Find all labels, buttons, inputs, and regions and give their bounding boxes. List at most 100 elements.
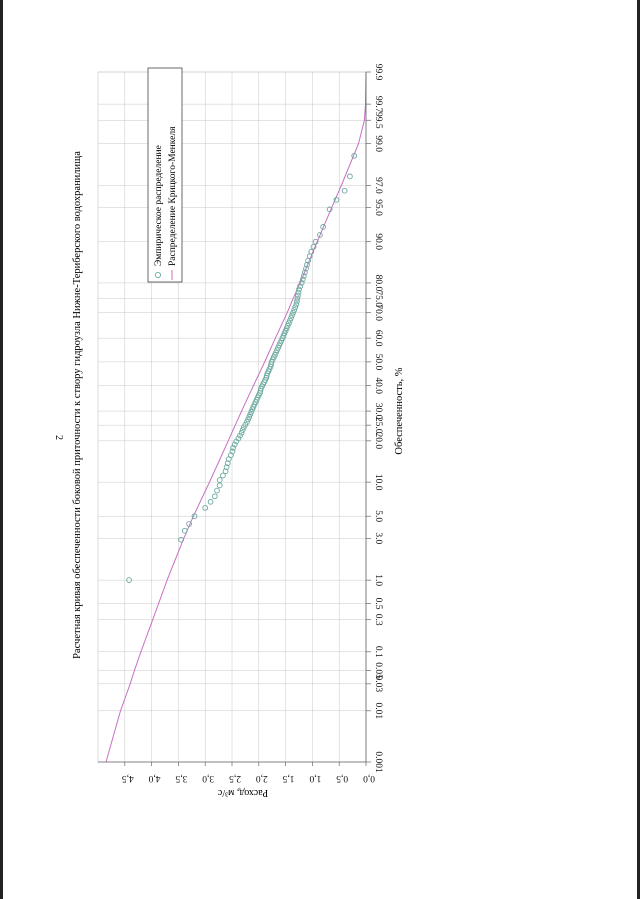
empirical-point <box>178 536 184 543</box>
y-axis-label: Расход, м³/с <box>217 787 268 798</box>
tick-label-probability: 0.01 <box>373 702 383 719</box>
tick-label-discharge: 4,5 <box>122 773 134 783</box>
empirical-point <box>297 283 303 290</box>
tick-label-discharge: 0,0 <box>363 773 375 783</box>
empirical-point <box>292 304 299 311</box>
empirical-point <box>291 307 298 313</box>
empirical-point <box>298 280 305 286</box>
tick-label-discharge: 1,5 <box>282 773 294 783</box>
tick-label-discharge: 1,0 <box>309 773 321 783</box>
empirical-point <box>186 521 192 527</box>
empirical-point <box>312 238 319 245</box>
empirical-point <box>211 493 218 500</box>
empirical-point <box>333 196 340 203</box>
empirical-point <box>285 320 292 327</box>
empirical-point <box>216 482 223 489</box>
tick-label-probability: 10.0 <box>373 474 383 491</box>
empirical-point <box>223 464 230 470</box>
empirical-point <box>294 298 300 305</box>
empirical-point <box>299 276 306 283</box>
legend-label-theoretical: Распределение Крицкого-Менкеля <box>168 126 178 266</box>
tick-label-probability: 20.0 <box>373 433 383 450</box>
tick-label-probability: 99.5 <box>373 112 383 129</box>
tick-label-probability: 0.3 <box>373 614 383 626</box>
theoretical-curve-layer <box>105 71 367 763</box>
empirical-point <box>126 577 132 583</box>
empirical-points-layer <box>126 152 358 583</box>
empirical-point <box>347 173 353 180</box>
empirical-point <box>296 286 302 293</box>
tick-label-probability: 0.05 <box>373 662 383 679</box>
tick-label-discharge: 3,0 <box>202 773 214 783</box>
tick-label-probability: 95.0 <box>373 199 383 216</box>
tick-label-probability: 50.0 <box>373 354 383 371</box>
empirical-point <box>300 273 307 279</box>
tick-label-probability: 0.03 <box>373 676 383 693</box>
empirical-point <box>303 265 309 272</box>
empirical-point <box>202 504 209 511</box>
empirical-point <box>290 309 296 316</box>
empirical-point <box>238 429 245 436</box>
tick-label-probability: 75.0 <box>373 290 383 307</box>
empirical-point <box>248 409 255 415</box>
empirical-point <box>237 432 243 439</box>
empirical-point <box>246 414 253 420</box>
tick-label-probability: 30.0 <box>373 403 383 420</box>
tick-label-probability: 99.9 <box>373 64 383 81</box>
empirical-point <box>304 261 310 268</box>
tick-label-probability: 1.0 <box>373 574 383 586</box>
empirical-point <box>244 419 250 425</box>
empirical-point <box>289 312 295 319</box>
empirical-point <box>310 243 317 250</box>
empirical-point <box>268 361 274 368</box>
empirical-point <box>295 289 302 296</box>
tick-label-discharge: 0,5 <box>336 773 348 783</box>
empirical-point <box>231 441 238 448</box>
empirical-point <box>320 224 326 230</box>
legend-box <box>147 67 183 283</box>
theoretical-curve-line <box>105 71 367 763</box>
empirical-point <box>191 513 198 520</box>
empirical-point <box>181 527 188 534</box>
empirical-point <box>326 206 333 213</box>
tick-label-discharge: 3,5 <box>175 773 187 783</box>
empirical-point <box>207 498 214 505</box>
empirical-point <box>216 477 223 483</box>
empirical-point <box>295 292 301 299</box>
empirical-point <box>214 487 220 494</box>
empirical-point <box>288 315 294 321</box>
tick-label-probability: 99.7 <box>373 96 383 113</box>
tick-label-probability: 99.0 <box>373 135 383 152</box>
tick-label-probability: 0.001 <box>373 751 383 773</box>
tick-label-probability: 60.0 <box>373 330 383 347</box>
empirical-point <box>302 269 308 276</box>
tick-label-probability: 90.0 <box>373 233 383 250</box>
empirical-point <box>351 152 358 159</box>
chart-title: Расчетная кривая обеспеченности боковой … <box>72 151 83 659</box>
tick-label-probability: 5.0 <box>373 510 383 522</box>
axis-layer: 0,0 0,5 1,0 1,5 2,0 2,5 3,0 3,5 4,0 4,5 0.001 0.01 0… <box>98 64 383 783</box>
empirical-point <box>222 468 229 475</box>
empirical-point <box>235 435 242 442</box>
legend-label-empirical: Эмпирическое распределение <box>154 145 164 266</box>
empirical-point <box>294 295 301 302</box>
empirical-point <box>230 444 236 451</box>
legend: Эмпирическое распределение Распределение… <box>147 67 183 283</box>
empirical-point <box>283 325 290 332</box>
x-axis-label: Обеспеченность, % <box>394 367 405 454</box>
tick-label-probability: 97.0 <box>373 177 383 194</box>
empirical-point <box>224 460 231 467</box>
tick-label-discharge: 2,0 <box>256 773 268 783</box>
legend-marker-empirical <box>154 271 162 279</box>
empirical-point <box>287 317 293 324</box>
empirical-point <box>280 332 287 339</box>
empirical-point <box>341 187 348 194</box>
empirical-point <box>239 427 246 433</box>
tick-label-discharge: 4,0 <box>148 773 160 783</box>
tick-label-probability: 0.1 <box>373 646 383 658</box>
tick-label-probability: 25.0 <box>373 417 383 434</box>
tick-label-probability: 3.0 <box>373 532 383 544</box>
empirical-point <box>284 322 291 329</box>
